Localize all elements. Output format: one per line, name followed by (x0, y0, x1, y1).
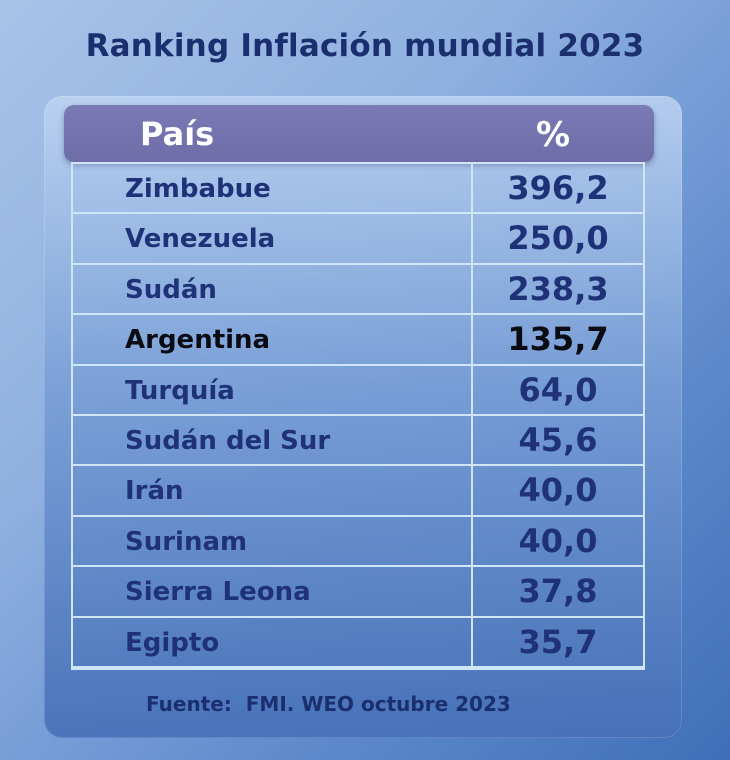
table-row: Sierra Leona 37,8 (73, 567, 643, 618)
cell-country: Egipto (125, 627, 220, 658)
cell-country: Turquía (125, 375, 235, 406)
cell-value: 238,3 (507, 269, 609, 308)
cell-value: 37,8 (518, 572, 598, 611)
table-row: Sudán 238,3 (73, 265, 643, 316)
table-row: Turquía 64,0 (73, 366, 643, 416)
inflation-table: Zimbabue 396,2 Venezuela 250,0 Sudán 238,3 Arg… (71, 162, 645, 670)
cell-country: Sierra Leona (125, 577, 311, 608)
table-row: Zimbabue 396,2 (73, 164, 643, 215)
cell-value: 35,7 (518, 622, 598, 661)
cell-country: Sudán (125, 274, 217, 305)
cell-value: 135,7 (507, 320, 609, 359)
cell-country: Surinam (125, 526, 248, 557)
cell-country: Zimbabue (125, 174, 271, 204)
table-row: Egipto 35,7 (73, 618, 643, 668)
cell-value: 45,6 (518, 421, 598, 459)
table-row: Sudán del Sur 45,6 (73, 416, 643, 467)
table-row: Irán 40,0 (73, 466, 643, 517)
table-row: Argentina 135,7 (73, 315, 643, 366)
cell-country: Venezuela (125, 224, 276, 255)
cell-value: 64,0 (518, 370, 598, 409)
chart-title: Ranking Inflación mundial 2023 (85, 28, 645, 64)
cell-value: 396,2 (507, 169, 609, 207)
cell-country: Argentina (125, 325, 271, 356)
column-header-percent: % (536, 115, 571, 155)
cell-country: Irán (125, 476, 184, 507)
cell-value: 40,0 (518, 521, 598, 560)
cell-country: Sudán del Sur (125, 426, 331, 456)
cell-value: 250,0 (507, 219, 609, 258)
column-divider (471, 164, 473, 668)
table-row: Surinam 40,0 (73, 517, 643, 568)
table-row: Venezuela 250,0 (73, 214, 643, 265)
cell-value: 40,0 (518, 471, 598, 510)
column-header-country: País (140, 115, 215, 153)
source-note: Fuente: FMI. WEO octubre 2023 (146, 692, 511, 716)
table-panel (44, 96, 682, 738)
table-header: País % (64, 105, 654, 162)
